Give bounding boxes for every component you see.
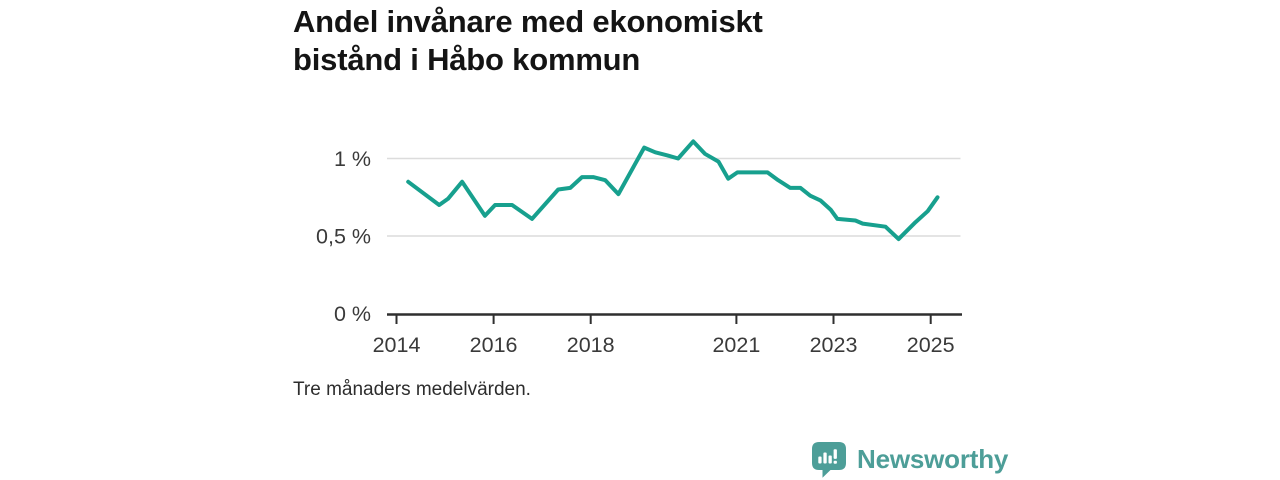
x-axis-tick-label: 2016 <box>470 333 518 357</box>
y-axis-tick-label: 0,5 % <box>316 225 371 249</box>
page-title: Andel invånare med ekonomiskt bistånd i … <box>293 3 763 79</box>
x-axis-tick-label: 2018 <box>567 333 615 357</box>
newsworthy-logo-icon <box>812 442 846 478</box>
title-line-2: bistånd i Håbo kommun <box>293 42 641 77</box>
x-axis-tick-label: 2014 <box>373 333 421 357</box>
chart-note: Tre månaders medelvärden. <box>293 379 531 400</box>
series-line <box>406 139 940 242</box>
x-axis-tick-label: 2021 <box>712 333 760 357</box>
x-axis-tick-label: 2025 <box>907 333 955 357</box>
brand-footer: Newsworthy <box>812 442 1008 480</box>
y-axis-tick-label: 0 % <box>334 302 371 326</box>
y-axis-tick-label: 1 % <box>334 147 371 171</box>
brand-name: Newsworthy <box>857 444 1009 474</box>
x-axis-tick-label: 2023 <box>810 333 858 357</box>
title-line-1: Andel invånare med ekonomiskt <box>293 4 763 39</box>
